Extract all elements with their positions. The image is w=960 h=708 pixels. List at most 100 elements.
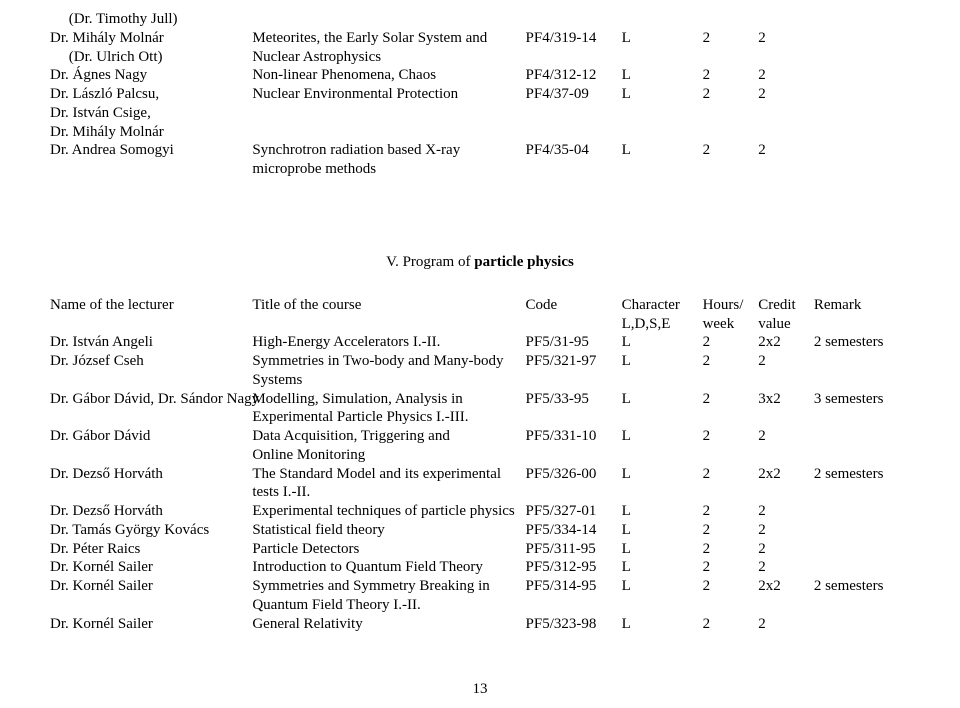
cell-title: Nuclear Astrophysics	[252, 48, 525, 67]
document-page: (Dr. Timothy Jull)Dr. Mihály MolnárMeteo…	[0, 0, 960, 708]
cell-remark	[814, 352, 910, 371]
table-header-row: Name of the lecturer Title of the course…	[50, 296, 910, 334]
cell-char	[622, 483, 703, 502]
cell-char: L	[622, 29, 703, 48]
cell-lecturer: Dr. László Palcsu,	[50, 85, 252, 104]
hdr-credit: Credit value	[758, 296, 814, 334]
cell-code	[526, 160, 622, 179]
cell-title: Non-linear Phenomena, Chaos	[252, 66, 525, 85]
cell-lecturer: Dr. Kornél Sailer	[50, 577, 252, 596]
cell-code: PF5/334-14	[526, 521, 622, 540]
cell-title	[252, 123, 525, 142]
cell-code	[526, 10, 622, 29]
cell-lecturer: Dr. István Csige,	[50, 104, 252, 123]
cell-title	[252, 104, 525, 123]
cell-char	[622, 123, 703, 142]
cell-hours	[703, 104, 759, 123]
cell-lecturer	[50, 483, 252, 502]
cell-char	[622, 596, 703, 615]
cell-title: Data Acquisition, Triggering and	[252, 427, 525, 446]
cell-lecturer: Dr. Mihály Molnár	[50, 29, 252, 48]
cell-lecturer: Dr. Dezső Horváth	[50, 502, 252, 521]
cell-credit: 2	[758, 502, 814, 521]
cell-remark	[814, 446, 910, 465]
cell-remark	[814, 427, 910, 446]
cell-credit: 2	[758, 352, 814, 371]
cell-lecturer: Dr. Kornél Sailer	[50, 558, 252, 577]
cell-char: L	[622, 390, 703, 409]
cell-hours: 2	[703, 615, 759, 634]
cell-credit	[758, 408, 814, 427]
cell-char: L	[622, 352, 703, 371]
cell-lecturer: Dr. Tamás György Kovács	[50, 521, 252, 540]
hdr-hours-2: week	[703, 316, 735, 332]
hdr-char: Character L,D,S,E	[622, 296, 703, 334]
cell-hours: 2	[703, 427, 759, 446]
cell-title: Particle Detectors	[252, 540, 525, 559]
cell-title: High-Energy Accelerators I.-II.	[252, 333, 525, 352]
cell-credit: 3x2	[758, 390, 814, 409]
cell-char	[622, 160, 703, 179]
table-row: Dr. Mihály Molnár	[50, 123, 910, 142]
cell-char: L	[622, 85, 703, 104]
table-row: Dr. Dezső HorváthThe Standard Model and …	[50, 465, 910, 484]
cell-lecturer: (Dr. Ulrich Ott)	[50, 48, 252, 67]
cell-credit: 2	[758, 66, 814, 85]
cell-code	[526, 446, 622, 465]
table-row: Dr. István Csige,	[50, 104, 910, 123]
cell-lecturer	[50, 446, 252, 465]
cell-title: Symmetries in Two-body and Many-body	[252, 352, 525, 371]
cell-char: L	[622, 558, 703, 577]
cell-remark	[814, 160, 910, 179]
cell-code	[526, 371, 622, 390]
cell-char: L	[622, 540, 703, 559]
table-row: Dr. József CsehSymmetries in Two-body an…	[50, 352, 910, 371]
table-row: Dr. Gábor Dávid, Dr. Sándor NagyModellin…	[50, 390, 910, 409]
table-row: Dr. Mihály MolnárMeteorites, the Early S…	[50, 29, 910, 48]
cell-char	[622, 408, 703, 427]
cell-hours: 2	[703, 521, 759, 540]
cell-hours: 2	[703, 558, 759, 577]
cell-lecturer: Dr. Gábor Dávid	[50, 427, 252, 446]
cell-hours	[703, 408, 759, 427]
cell-title: Experimental techniques of particle phys…	[252, 502, 525, 521]
cell-code: PF4/319-14	[526, 29, 622, 48]
cell-char	[622, 10, 703, 29]
table-row: Experimental Particle Physics I.-III.	[50, 408, 910, 427]
cell-hours	[703, 483, 759, 502]
cell-hours	[703, 10, 759, 29]
hdr-hours: Hours/ week	[703, 296, 759, 334]
cell-hours	[703, 446, 759, 465]
cell-credit	[758, 160, 814, 179]
cell-char: L	[622, 66, 703, 85]
cell-credit	[758, 104, 814, 123]
cell-hours	[703, 123, 759, 142]
cell-lecturer: Dr. Péter Raics	[50, 540, 252, 559]
cell-hours: 2	[703, 66, 759, 85]
cell-credit: 2x2	[758, 577, 814, 596]
cell-credit	[758, 596, 814, 615]
cell-title: Online Monitoring	[252, 446, 525, 465]
cell-code	[526, 123, 622, 142]
cell-title: Statistical field theory	[252, 521, 525, 540]
cell-hours: 2	[703, 502, 759, 521]
cell-code	[526, 483, 622, 502]
cell-code: PF5/326-00	[526, 465, 622, 484]
cell-title: The Standard Model and its experimental	[252, 465, 525, 484]
cell-remark	[814, 558, 910, 577]
cell-code: PF4/312-12	[526, 66, 622, 85]
cell-lecturer: Dr. Mihály Molnár	[50, 123, 252, 142]
table-row: (Dr. Timothy Jull)	[50, 10, 910, 29]
cell-code	[526, 596, 622, 615]
cell-lecturer	[50, 371, 252, 390]
cell-credit	[758, 10, 814, 29]
cell-remark	[814, 502, 910, 521]
cell-hours	[703, 160, 759, 179]
hdr-credit-2: value	[758, 316, 790, 332]
cell-hours: 2	[703, 29, 759, 48]
cell-credit	[758, 483, 814, 502]
cell-char: L	[622, 427, 703, 446]
cell-remark	[814, 615, 910, 634]
cell-code	[526, 408, 622, 427]
hdr-credit-1: Credit	[758, 297, 796, 313]
